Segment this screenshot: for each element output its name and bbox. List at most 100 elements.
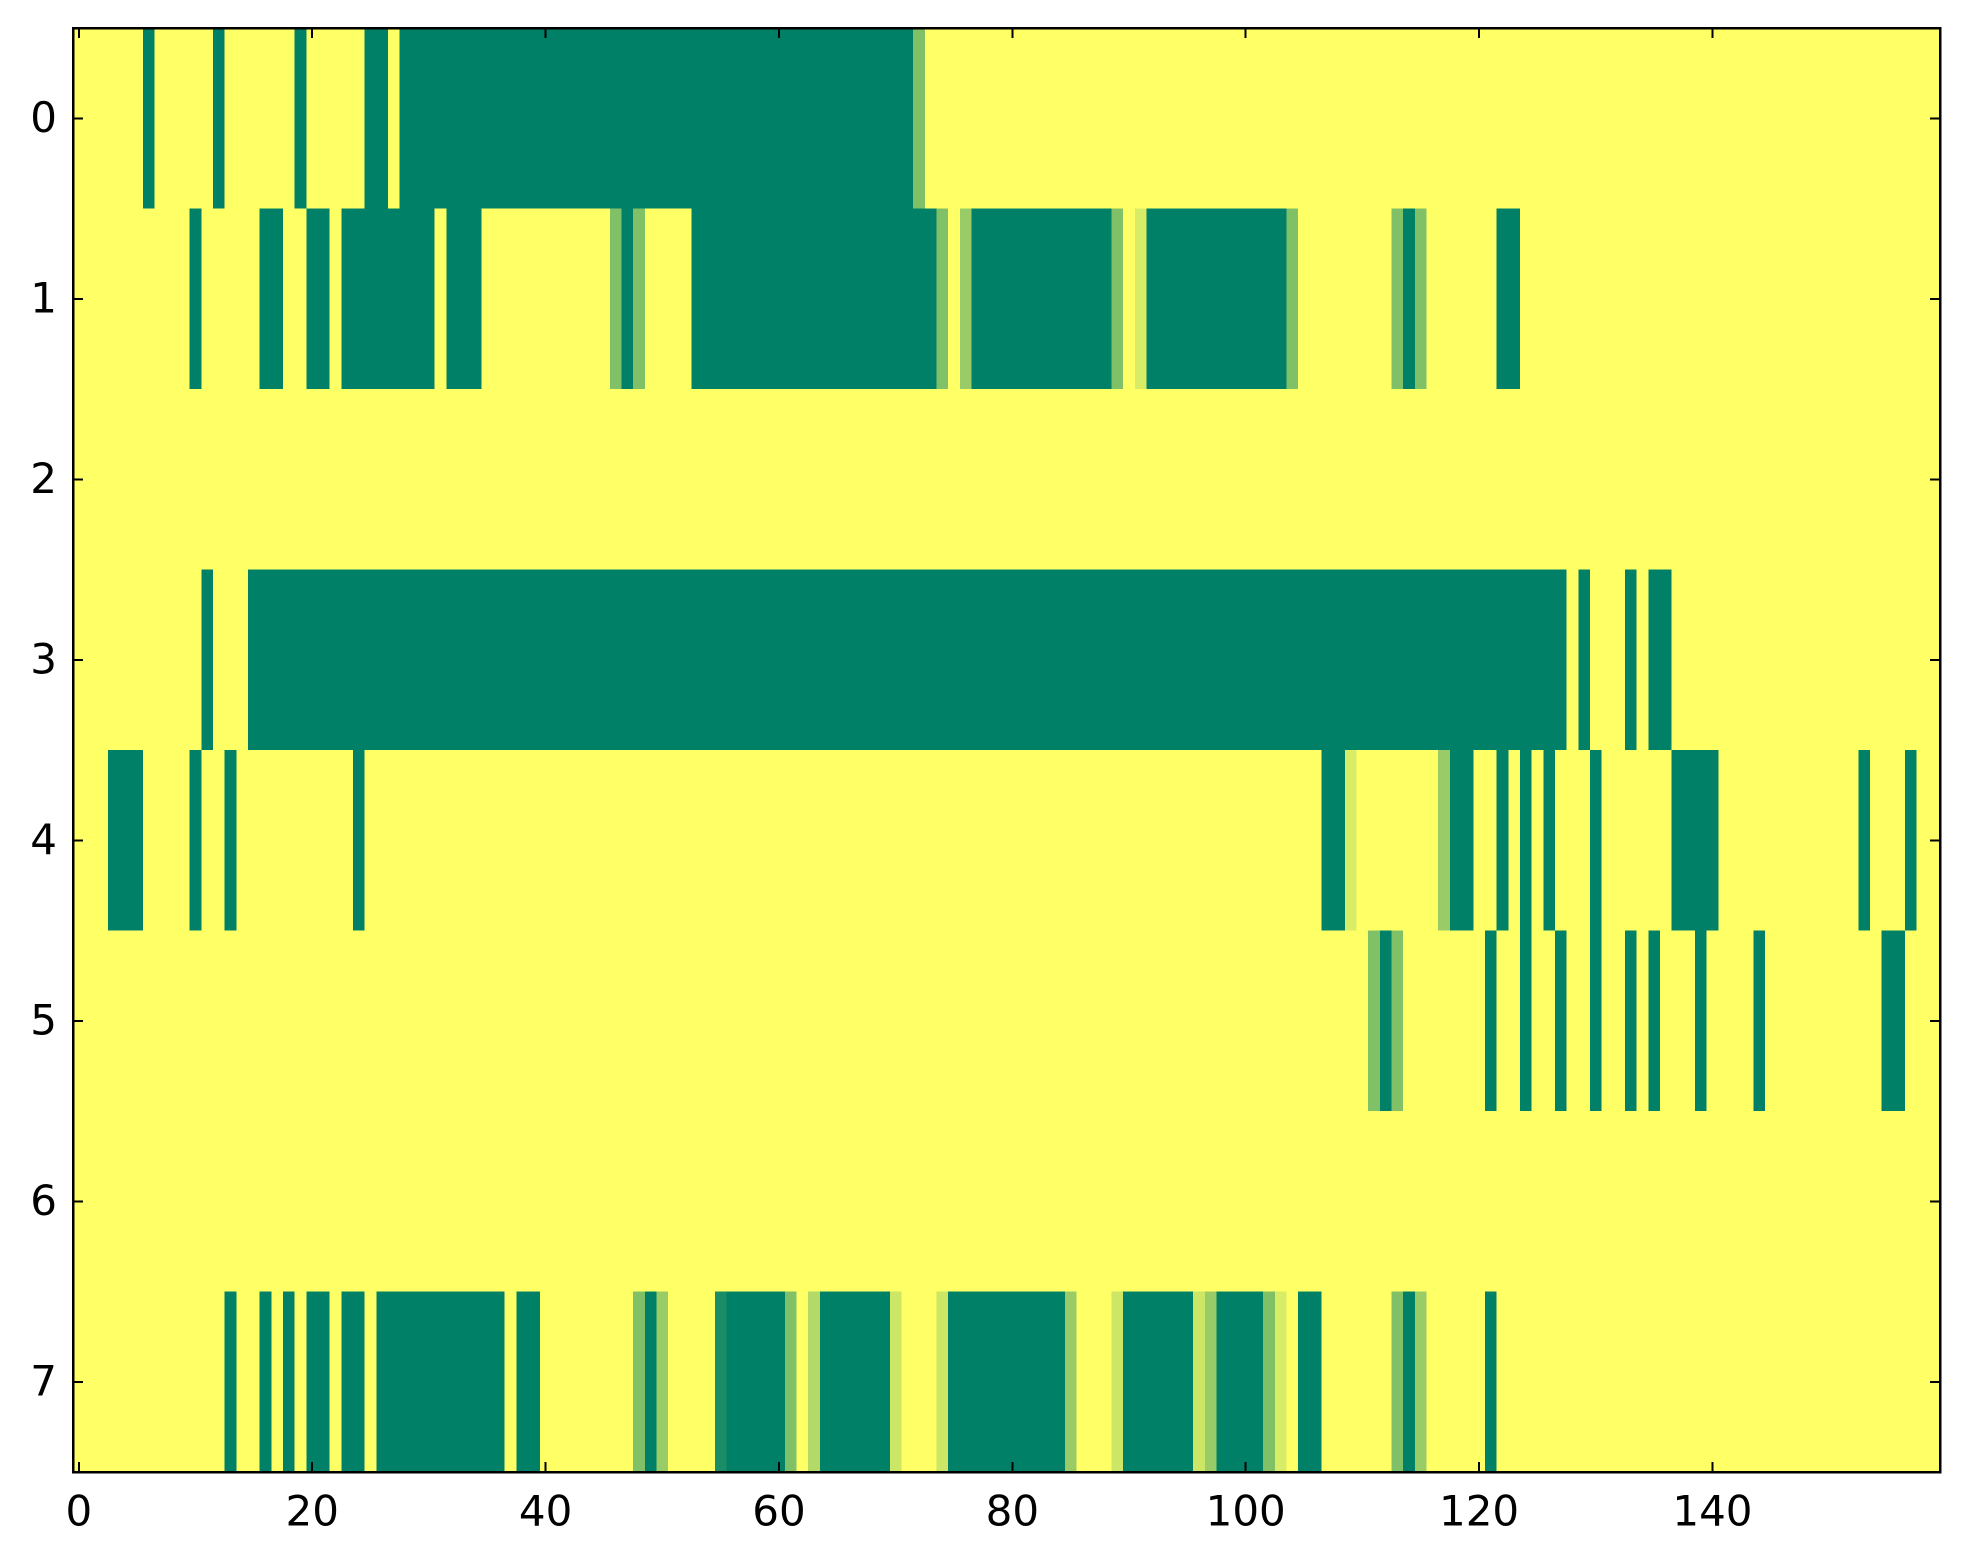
heatmap-cell xyxy=(656,28,669,210)
heatmap-cell xyxy=(248,750,261,932)
heatmap-cell xyxy=(1321,569,1334,751)
heatmap-cell xyxy=(1403,28,1416,210)
heatmap-cell xyxy=(201,28,214,210)
heatmap-cell xyxy=(539,1111,553,1293)
heatmap-cell xyxy=(96,930,109,1112)
heatmap-cell xyxy=(1554,28,1568,210)
heatmap-cell xyxy=(399,1111,412,1293)
heatmap-cell xyxy=(1671,569,1684,751)
heatmap-cell xyxy=(341,208,354,390)
y-tick-label: 6 xyxy=(30,1176,57,1225)
heatmap-cell xyxy=(1088,569,1101,751)
heatmap-cell xyxy=(294,28,307,210)
heatmap-cell xyxy=(283,208,296,390)
heatmap-cell xyxy=(1426,930,1439,1112)
heatmap-cell xyxy=(948,1111,961,1293)
heatmap-cell xyxy=(1181,208,1194,390)
heatmap-cell xyxy=(1531,28,1544,210)
heatmap-cell xyxy=(1053,1291,1066,1473)
heatmap-cell xyxy=(1764,1111,1778,1293)
heatmap-cell xyxy=(493,28,506,210)
heatmap-cell xyxy=(1123,28,1136,210)
heatmap-cell xyxy=(889,1111,903,1293)
heatmap-cell xyxy=(213,28,226,210)
heatmap-cell xyxy=(1589,930,1603,1112)
heatmap-cell xyxy=(283,1291,296,1473)
heatmap-cell xyxy=(691,208,704,390)
heatmap-cell xyxy=(1088,208,1101,390)
heatmap-cell xyxy=(1018,1111,1031,1293)
heatmap-cell xyxy=(913,930,926,1112)
heatmap-cell xyxy=(1403,208,1416,390)
heatmap-cell xyxy=(1006,930,1019,1112)
heatmap-cell xyxy=(213,569,226,751)
heatmap-cell xyxy=(668,750,681,932)
heatmap-cell xyxy=(738,569,751,751)
heatmap-cell xyxy=(633,750,646,932)
heatmap-cell xyxy=(1578,1291,1591,1473)
heatmap-cell xyxy=(644,750,658,932)
heatmap-cell xyxy=(1811,930,1824,1112)
heatmap-cell xyxy=(1636,930,1649,1112)
heatmap-cell xyxy=(1683,389,1696,571)
heatmap-cell xyxy=(469,750,483,932)
heatmap-cell xyxy=(154,1111,167,1293)
heatmap-cell xyxy=(341,1111,354,1293)
heatmap-cell xyxy=(633,569,646,751)
heatmap-cell xyxy=(1123,750,1136,932)
heatmap-cell xyxy=(411,208,424,390)
heatmap-cell xyxy=(1589,208,1603,390)
heatmap-cell xyxy=(1648,389,1661,571)
heatmap-cell xyxy=(189,28,202,210)
heatmap-cell xyxy=(388,930,401,1112)
heatmap-cell xyxy=(131,389,144,571)
heatmap-cell xyxy=(854,208,868,390)
heatmap-cell xyxy=(1414,1291,1428,1473)
heatmap-cell xyxy=(1391,208,1404,390)
heatmap-cell xyxy=(1426,569,1439,751)
heatmap-cell xyxy=(1659,389,1673,571)
heatmap-cell xyxy=(889,28,903,210)
heatmap-cell xyxy=(609,389,623,571)
heatmap-cell xyxy=(1694,930,1708,1112)
heatmap-cell xyxy=(1414,389,1428,571)
heatmap-cell xyxy=(1426,389,1439,571)
heatmap-cell xyxy=(528,1291,541,1473)
heatmap-cell xyxy=(1636,750,1649,932)
heatmap-cell xyxy=(656,208,669,390)
heatmap-cell xyxy=(1018,1291,1031,1473)
heatmap-cell xyxy=(796,28,809,210)
heatmap-cell xyxy=(668,1291,681,1473)
heatmap-cell xyxy=(773,28,786,210)
heatmap-cell xyxy=(598,1291,611,1473)
heatmap-cell xyxy=(598,750,611,932)
heatmap-cell xyxy=(1753,28,1766,210)
heatmap-cell xyxy=(1636,28,1649,210)
heatmap-cell xyxy=(213,389,226,571)
heatmap-cell xyxy=(948,930,961,1112)
heatmap-cell xyxy=(364,208,377,390)
heatmap-cell xyxy=(1904,1291,1918,1473)
heatmap-cell xyxy=(983,208,996,390)
heatmap-cell xyxy=(376,930,389,1112)
heatmap-cell xyxy=(1811,208,1824,390)
heatmap-cell xyxy=(539,930,553,1112)
heatmap-cell xyxy=(1041,28,1054,210)
heatmap-cell xyxy=(189,1111,202,1293)
heatmap-cell xyxy=(551,389,564,571)
heatmap-cell xyxy=(1228,930,1241,1112)
heatmap-cell xyxy=(329,389,342,571)
heatmap-cell xyxy=(1881,389,1894,571)
heatmap-cell xyxy=(598,389,611,571)
heatmap-cell xyxy=(1799,1111,1813,1293)
heatmap-cell xyxy=(1834,208,1848,390)
heatmap-cell xyxy=(983,1291,996,1473)
heatmap-cell xyxy=(1741,1111,1754,1293)
heatmap-cell xyxy=(271,1111,284,1293)
heatmap-cell xyxy=(1718,389,1731,571)
heatmap-cell xyxy=(458,750,471,932)
heatmap-cell xyxy=(1916,750,1929,932)
heatmap-cell xyxy=(399,208,412,390)
heatmap-cell xyxy=(854,1291,868,1473)
heatmap-cell xyxy=(609,208,623,390)
